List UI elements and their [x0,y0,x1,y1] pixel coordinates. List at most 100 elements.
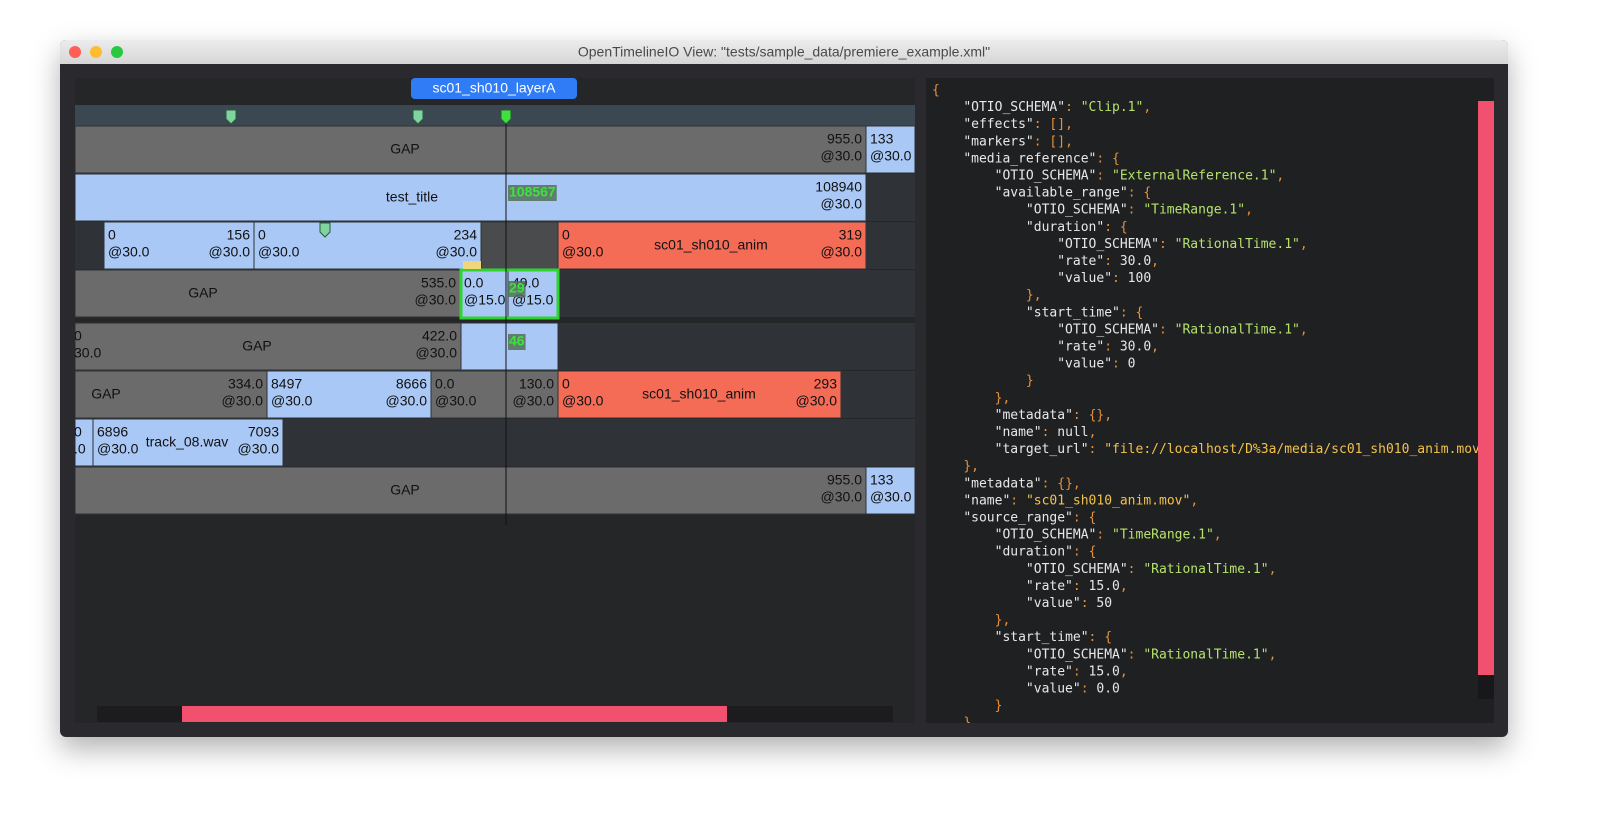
json-token: } [995,698,1003,713]
clip-end-label: 955.0 [827,131,862,147]
json-token: } [1026,373,1034,388]
close-button[interactable] [69,46,81,58]
json-token: : [1010,493,1018,508]
clip-end-label: 955.0 [827,472,862,488]
clip-end-label: @30.0 [513,393,555,409]
json-line: "start_time": { [932,630,1112,645]
json-line: "duration": { [932,544,1096,559]
clip-start-label: @30.0 [271,393,313,409]
json-token [1136,185,1144,200]
json-token: , [971,459,979,474]
json-token: "start_time" [1026,305,1120,320]
json-token: } [1065,476,1073,491]
json-line: } [932,715,971,730]
clip-end-label: 535.0 [421,275,456,291]
clip-end-label: @30.0 [436,244,478,260]
json-token: , [1300,322,1308,337]
json-token: 100 [1120,271,1151,286]
json-token [1167,236,1175,251]
clip-name: GAP [91,386,121,402]
v-scroll-thumb[interactable] [1478,101,1494,675]
json-token [932,596,1026,611]
window-title: OpenTimelineIO View: "tests/sample_data/… [578,44,990,60]
json-token: ] [1057,134,1065,149]
minimize-button[interactable] [90,46,102,58]
json-token: , [1002,613,1010,628]
json-line: "source_range": { [932,510,1096,525]
json-token: { [1120,219,1128,234]
json-token: "OTIO_SCHEMA" [1026,647,1128,662]
json-token: 0.0 [1089,681,1120,696]
clip-start-label: 0 [74,424,82,440]
json-token: 50 [1089,596,1112,611]
tab-label[interactable]: sc01_sh010_layerA [433,80,557,96]
json-token: "rate" [1026,578,1073,593]
clip-name: test_title [386,189,438,205]
clip [75,125,867,174]
json-token [932,373,1026,388]
json-text: { "OTIO_SCHEMA": "Clip.1", "effects": []… [932,83,1488,730]
json-token: "markers" [963,134,1033,149]
json-token: : [1089,630,1097,645]
json-token [1104,151,1112,166]
json-token: : [1073,578,1081,593]
json-line: "name": "sc01_sh010_anim.mov", [932,493,1198,508]
json-token [932,476,963,491]
tracks: 955.0@30.0GAP133@30.0108940@30.0test_tit… [74,125,915,515]
json-token: "RationalTime.1" [1175,236,1300,251]
json-token: "TimeRange.1" [1143,202,1245,217]
json-token: : [1112,356,1120,371]
json-token: , [1269,561,1277,576]
clip [103,221,255,270]
clip-end-label: @30.0 [821,196,863,212]
json-token [932,442,995,457]
json-token: : [1042,476,1050,491]
zoom-button[interactable] [111,46,123,58]
tab[interactable] [411,78,577,99]
json-token [932,613,995,628]
json-line: "rate": 15.0, [932,664,1128,679]
json-token: : [1073,407,1081,422]
json-token [1081,544,1089,559]
clip-badge: 29 [509,280,525,296]
json-line: "rate": 30.0, [932,339,1159,354]
json-token [1073,100,1081,115]
json-token: , [1276,168,1284,183]
clip [75,466,867,515]
clip-start-label: 0 [562,227,570,243]
json-token: "value" [1057,271,1112,286]
json-token: "target_url" [995,442,1089,457]
json-token: "file://localhost/D%3a/media/sc01_sh010_… [1104,442,1488,457]
json-token: : [1065,100,1073,115]
clip-end-label: 8666 [396,376,427,392]
json-token: "duration" [995,544,1073,559]
json-token: : [1120,305,1128,320]
clip-name: sc01_sh010_anim [642,386,756,402]
json-line: "media_reference": { [932,151,1120,166]
json-token: { [932,83,940,98]
json-token: : [1112,271,1120,286]
json-token [932,578,1026,593]
clip-end-label: 422.0 [422,328,457,344]
json-line: { [932,83,940,98]
h-scroll-thumb[interactable] [182,706,727,722]
json-token: , [1065,117,1073,132]
clip-end-label: 334.0 [228,376,263,392]
json-token: } [995,613,1003,628]
clip [557,221,867,270]
json-token [932,339,1057,354]
clip-start-label: @30.0 [108,244,150,260]
json-token: , [1104,407,1112,422]
json-token: "value" [1057,356,1112,371]
clip [253,221,482,270]
json-token [1104,527,1112,542]
json-token: "name" [995,425,1042,440]
json-line: } [932,698,1002,713]
json-token [932,510,963,525]
json-token [1081,407,1089,422]
json-token [932,100,963,115]
json-line: "OTIO_SCHEMA": "RationalTime.1", [932,647,1276,662]
clip-end-label: @30.0 [796,393,838,409]
marker [412,109,424,125]
